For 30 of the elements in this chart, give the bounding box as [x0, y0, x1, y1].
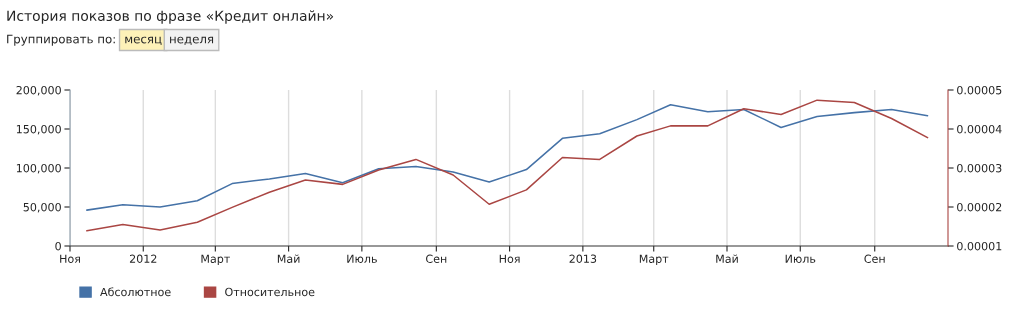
x-tick-label: Июль: [785, 254, 816, 263]
x-tick-label: Сен: [864, 254, 885, 263]
legend-label: Абсолютное: [100, 287, 171, 297]
y-tick-label: 100,000: [16, 163, 61, 174]
x-tick-label: Ноя: [499, 254, 520, 263]
x-tick-label: Май: [716, 254, 738, 263]
x-tick-label: Май: [277, 254, 300, 263]
y2-tick-label: 0.00001: [957, 241, 1002, 251]
text: месяц: [125, 36, 162, 45]
legend-label: Относительное: [225, 287, 315, 297]
x-tick-label: 2013: [569, 254, 597, 263]
x-tick-label: Март: [639, 254, 669, 266]
y-tick-label: 50,000: [23, 202, 61, 213]
y2-tick-label: 0.00002: [957, 202, 1002, 212]
x-tick-label: Март: [201, 254, 230, 266]
chart-title: История показов по фразе «Кредит онлайн»: [7, 10, 334, 24]
x-tick-label: Сен: [426, 254, 447, 263]
line-series: [86, 99, 929, 232]
text: Группировать по:: [7, 34, 115, 46]
y2-tick-label: 0.00004: [957, 124, 1002, 134]
y2-tick-label: 0.00003: [957, 163, 1002, 173]
y-tick-label: 200,000: [16, 85, 61, 96]
line-series: [86, 104, 929, 211]
y-tick-label: 0: [55, 241, 61, 251]
y2-tick-label: 0.00005: [957, 85, 1002, 95]
x-tick-label: Июль: [347, 254, 377, 263]
x-tick-label: 2012: [129, 254, 157, 263]
y-tick-label: 150,000: [16, 124, 61, 135]
x-tick-label: Ноя: [60, 254, 80, 263]
text: неделя: [170, 36, 214, 45]
